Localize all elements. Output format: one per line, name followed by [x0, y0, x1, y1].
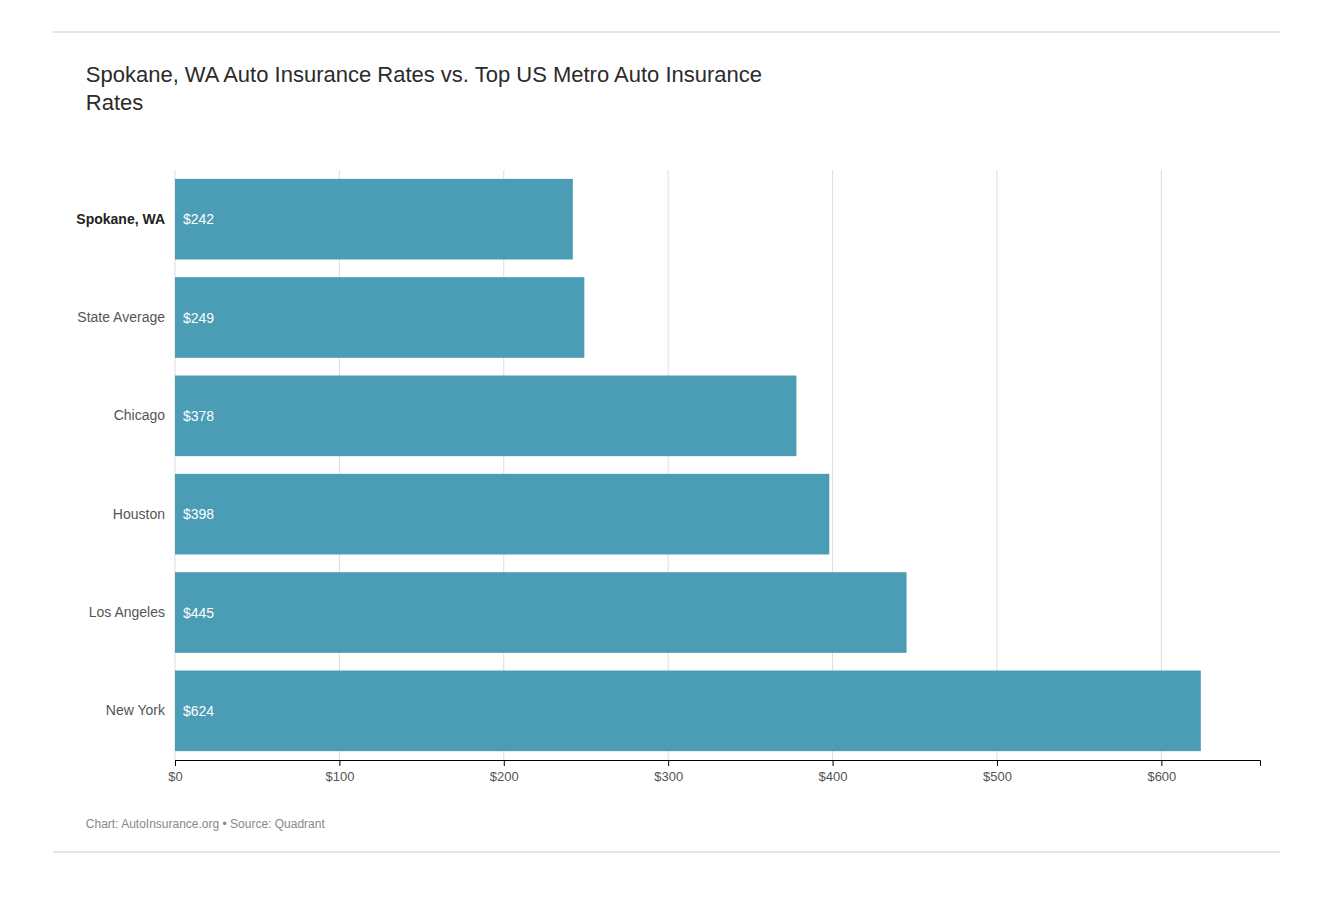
- bar: [175, 277, 584, 358]
- x-axis-line: [176, 761, 1261, 767]
- x-tick-label: $600: [1147, 769, 1176, 784]
- x-tick: $200: [490, 760, 519, 784]
- chart-title: Spokane, WA Auto Insurance Rates vs. Top…: [86, 62, 762, 115]
- x-tick: $100: [325, 760, 354, 784]
- y-axis: Spokane, WA State Average Chicago Houston Lo…: [76, 211, 166, 719]
- x-tick-mark: [504, 760, 505, 766]
- x-tick-label: $400: [819, 769, 848, 784]
- x-tick-mark: [997, 760, 998, 766]
- x-tick: $0: [168, 760, 182, 784]
- x-tick-mark: [339, 760, 340, 766]
- chart-container: Spokane, WA Auto Insurance Rates vs. Top…: [0, 0, 1320, 902]
- y-tick: State Average: [77, 309, 165, 325]
- bar: [175, 572, 907, 653]
- data-label: $249: [183, 310, 214, 326]
- data-label: $445: [183, 605, 214, 621]
- y-tick-label: Spokane, WA: [76, 211, 165, 227]
- y-tick: Chicago: [114, 407, 166, 423]
- chart-svg: Spokane, WA Auto Insurance Rates vs. Top…: [0, 0, 1320, 902]
- y-tick: Los Angeles: [89, 604, 165, 620]
- separator-bottom: [53, 851, 1281, 852]
- bar: [175, 474, 829, 555]
- y-tick-label: Houston: [113, 506, 165, 522]
- plot-area: $242 $249 $378 $398 $445 $624 $0 $100 $200 $300 $4…: [76, 170, 1260, 784]
- bar: [175, 671, 1201, 752]
- data-label: $242: [183, 211, 214, 227]
- y-tick-label: Chicago: [114, 407, 166, 423]
- x-tick-label: $500: [983, 769, 1012, 784]
- y-tick: Spokane, WA: [76, 211, 165, 227]
- chart-title-line: Rates: [86, 90, 143, 115]
- x-axis: $0 $100 $200 $300 $400 $500 $600: [168, 760, 1260, 784]
- data-labels: $242 $249 $378 $398 $445 $624: [183, 211, 214, 719]
- y-tick-label: State Average: [77, 309, 165, 325]
- data-label: $624: [183, 703, 214, 719]
- chart-title-line: Spokane, WA Auto Insurance Rates vs. Top…: [86, 62, 762, 87]
- x-tick: $500: [983, 760, 1012, 784]
- x-tick-label: $200: [490, 769, 519, 784]
- data-label: $398: [183, 506, 214, 522]
- x-tick-label: $300: [654, 769, 683, 784]
- x-tick: $600: [1147, 760, 1176, 784]
- x-tick-mark: [175, 760, 176, 766]
- bars: [175, 179, 1201, 751]
- y-tick: New York: [106, 702, 166, 718]
- x-tick: $400: [819, 760, 848, 784]
- data-label: $378: [183, 408, 214, 424]
- caption: Chart: AutoInsurance.org • Source: Quadr…: [86, 817, 326, 831]
- x-tick-label: $100: [325, 769, 354, 784]
- y-tick: Houston: [113, 506, 165, 522]
- bar: [175, 179, 573, 260]
- y-tick-label: New York: [106, 702, 166, 718]
- x-tick-mark: [1161, 760, 1162, 766]
- x-tick-mark: [833, 760, 834, 766]
- x-tick: $300: [654, 760, 683, 784]
- bar: [175, 376, 796, 457]
- separator-top: [53, 31, 1281, 32]
- x-tick-mark: [668, 760, 669, 766]
- x-tick-label: $0: [168, 769, 182, 784]
- y-tick-label: Los Angeles: [89, 604, 165, 620]
